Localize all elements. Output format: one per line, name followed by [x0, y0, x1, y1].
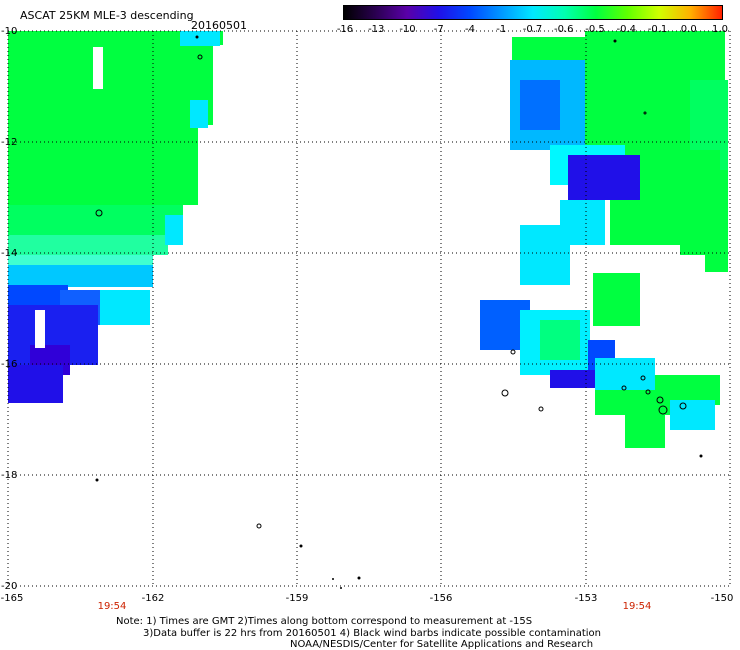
colorbar-tick-label: -13 [368, 24, 385, 35]
colorbar-tick-label: -0.7 [522, 24, 543, 35]
lat-label: -20 [1, 581, 18, 592]
colorbar-tick-label: -4 [465, 24, 475, 35]
colorbar-tick-label: 0.0 [680, 24, 697, 35]
note-line-3: NOAA/NESDIS/Center for Satellite Applica… [290, 639, 594, 650]
colorbar-tick-label: 1.0 [712, 24, 728, 35]
lon-label: -153 [574, 593, 598, 604]
colorbar-tick-label: -0.4 [616, 24, 637, 35]
colorbar-tick-label: -16 [336, 24, 354, 35]
island-dots [95, 35, 703, 589]
lat-label: -16 [1, 359, 18, 370]
lon-label: -162 [141, 593, 165, 604]
grid [7, 30, 731, 587]
colorbar-tick-label: -7 [433, 24, 444, 35]
note-line-2: 3)Data buffer is 22 hrs from 20160501 4)… [143, 628, 601, 639]
right-swath [480, 31, 728, 448]
lat-label: -12 [1, 137, 18, 148]
map-date: 20160501 [191, 19, 247, 32]
islands [95, 54, 687, 529]
colorbar-tick-label: -0.6 [553, 24, 574, 35]
lat-label: -14 [1, 248, 18, 259]
colorbar-tick-label: -0.1 [647, 24, 668, 35]
time-label: 19:54 [622, 601, 652, 612]
lat-label: -10 [1, 26, 18, 37]
map-title: ASCAT 25KM MLE-3 descending [20, 9, 194, 22]
lon-label: -159 [285, 593, 309, 604]
colorbar [343, 5, 723, 20]
colorbar-tick-label: -1 [496, 24, 507, 35]
lon-label: -150 [710, 593, 734, 604]
note-line-1: Note: 1) Times are GMT 2)Times along bot… [116, 616, 533, 627]
colorbar-tick-label: -0.5 [585, 24, 605, 35]
time-label: 19:54 [97, 601, 127, 612]
lat-label: -18 [1, 470, 18, 481]
lon-label: -165 [0, 593, 24, 604]
colorbar-tick-label: -10 [399, 24, 416, 35]
left-swath [8, 31, 223, 403]
lon-label: -156 [429, 593, 453, 604]
